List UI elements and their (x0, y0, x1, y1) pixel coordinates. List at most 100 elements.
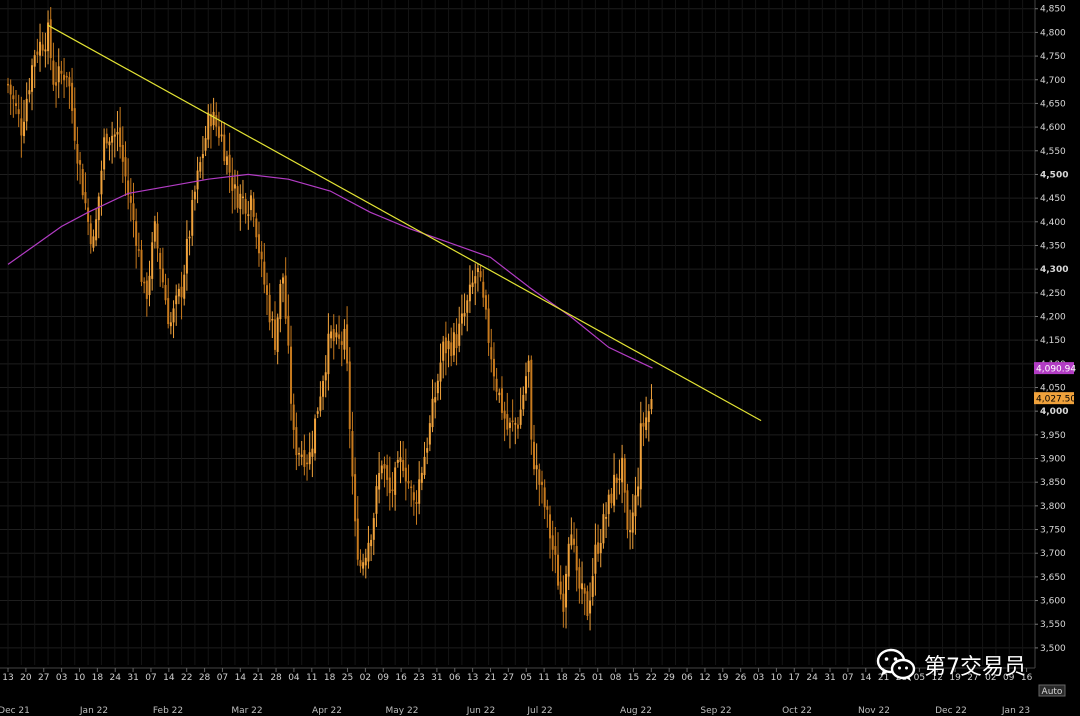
candle-body (610, 493, 613, 504)
y-tick-label: 4,600 (1040, 123, 1066, 133)
candle-body (209, 114, 212, 127)
candle-body (265, 285, 268, 295)
candle-body (639, 423, 642, 490)
candle-body (514, 423, 517, 425)
candle-body (434, 397, 437, 403)
candle-body (36, 51, 39, 55)
candle-body (338, 334, 341, 339)
candle-body (388, 477, 391, 494)
candle-body (642, 422, 645, 427)
x-tick-label: 25 (574, 673, 585, 683)
y-tick-label: 3,750 (1040, 526, 1066, 536)
candle-body (145, 280, 148, 299)
candle-body (586, 591, 589, 616)
candle-body (399, 457, 402, 462)
auto-scale-label: Auto (1042, 687, 1063, 697)
y-tick-label: 3,600 (1040, 597, 1066, 607)
candle-body (105, 133, 108, 144)
candle-body (276, 317, 279, 352)
candle-body (562, 593, 565, 612)
candle-body (543, 487, 546, 508)
candle-body (327, 333, 330, 375)
candle-body (172, 308, 175, 323)
candle-body (282, 277, 285, 284)
candle-body (121, 144, 124, 162)
candle-body (375, 486, 378, 514)
x-tick-label: 06 (449, 673, 461, 683)
candle-body (119, 127, 122, 147)
y-tick-label: 4,300 (1040, 265, 1068, 275)
candle-body (426, 448, 429, 453)
ma-price-tag-box (1034, 362, 1074, 375)
candle-body (12, 95, 15, 100)
x-month-label: Mar 22 (231, 706, 262, 716)
y-tick-label: 4,750 (1040, 52, 1066, 62)
candle-body (442, 341, 445, 361)
candle-body (578, 567, 581, 589)
candle-body (260, 251, 263, 260)
x-tick-label: 18 (92, 673, 104, 683)
candle-body (559, 581, 562, 595)
candle-body (271, 318, 274, 321)
candle-body (177, 288, 180, 297)
y-tick-label: 4,650 (1040, 99, 1066, 109)
candle-body (41, 44, 44, 51)
candle-body (380, 465, 383, 474)
y-tick-label: 4,200 (1040, 312, 1066, 322)
candle-body (551, 535, 554, 550)
x-tick-label: 22 (646, 673, 657, 683)
candle-body (148, 275, 151, 296)
candle-body (484, 295, 487, 310)
candle-body (314, 418, 317, 454)
candle-body (268, 294, 271, 323)
x-month-label: May 22 (386, 706, 419, 716)
x-tick-label: 23 (413, 673, 424, 683)
candle-body (231, 177, 234, 191)
candle-body (335, 332, 338, 338)
candle-body (370, 539, 373, 547)
x-month-label: Sep 22 (700, 706, 731, 716)
candle-body (458, 323, 461, 346)
candle-body (225, 156, 228, 165)
candle-body (92, 236, 95, 248)
candle-body (402, 460, 405, 471)
candle-body (169, 322, 172, 327)
candle-body (295, 427, 298, 456)
candle-body (511, 420, 514, 423)
ma-price-tag: 4,090.94 (1036, 365, 1076, 375)
candle-body (132, 203, 135, 220)
candle-body (244, 199, 247, 214)
candle-body (233, 184, 236, 189)
candle-body (191, 199, 194, 236)
candle-body (28, 90, 31, 95)
candle-body (383, 464, 386, 469)
candle-body (410, 486, 413, 489)
y-tick-label: 4,150 (1040, 336, 1066, 346)
candle-body (204, 138, 207, 151)
y-tick-label: 3,550 (1040, 620, 1066, 630)
candle-body (348, 361, 351, 430)
y-tick-label: 4,050 (1040, 383, 1066, 393)
candle-body (60, 70, 63, 74)
candle-body (340, 341, 343, 345)
candle-body (482, 281, 485, 298)
candle-body (597, 542, 600, 554)
candle-body (279, 283, 282, 320)
x-tick-label: 07 (217, 673, 228, 683)
candle-body (487, 308, 490, 343)
grid (0, 0, 1035, 665)
candle-body (137, 249, 140, 251)
x-tick-label: 13 (467, 673, 478, 683)
candle-body (116, 131, 119, 135)
candle-body (637, 486, 640, 497)
auto-scale-button[interactable] (1038, 684, 1066, 697)
x-tick-label: 13 (2, 673, 13, 683)
candle-body (607, 494, 610, 515)
x-tick-label: 19 (949, 673, 961, 683)
candle-body (613, 474, 616, 506)
candle-body (308, 452, 311, 465)
candles (7, 6, 653, 631)
candle-body (127, 180, 130, 196)
candle-body (220, 134, 223, 137)
candle-body (25, 98, 28, 122)
